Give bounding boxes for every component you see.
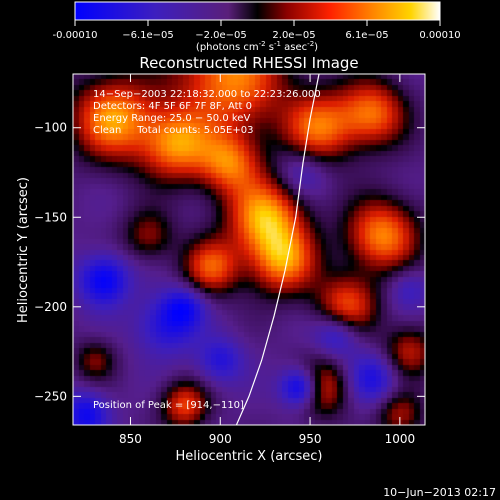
colorbar-tick-label: −2.0e−05 bbox=[195, 30, 247, 41]
y-tick-label: −250 bbox=[34, 389, 67, 403]
info-energy-range: Energy Range: 25.0 − 50.0 keV bbox=[93, 113, 250, 124]
colorbar bbox=[74, 1, 441, 21]
y-tick-label: −200 bbox=[34, 300, 67, 314]
peak-position-label: Position of Peak = [914,−110] bbox=[93, 400, 244, 411]
y-tick-label: −100 bbox=[34, 121, 67, 135]
observation-info: 14−Sep−2003 22:18:32.000 to 22:23:26.000… bbox=[93, 89, 321, 136]
info-detectors: Detectors: 4F 5F 6F 7F 8F, Att 0 bbox=[93, 101, 252, 112]
info-clean-counts: Clean Total counts: 5.05E+03 bbox=[93, 125, 253, 136]
x-axis-label: Heliocentric X (arcsec) bbox=[176, 449, 323, 464]
heatmap-image bbox=[73, 74, 425, 425]
y-axis-label: Heliocentric Y (arcsec) bbox=[16, 177, 31, 323]
colorbar-tick-label: 6.1e−05 bbox=[345, 30, 388, 41]
colorbar-tick-label: 2.0e−05 bbox=[272, 30, 315, 41]
colorbar-tick-labels: -0.00010 −6.1e−05 −2.0e−05 2.0e−05 6.1e−… bbox=[53, 30, 461, 41]
info-time-range: 14−Sep−2003 22:18:32.000 to 22:23:26.000 bbox=[93, 89, 321, 100]
colorbar-ticks bbox=[74, 20, 441, 26]
solar-limb-curve bbox=[235, 74, 320, 425]
x-tick-label: 1000 bbox=[385, 432, 416, 446]
colorbar-tick-label: −6.1e−05 bbox=[122, 30, 174, 41]
colorbar-tick-label: -0.00010 bbox=[53, 30, 98, 41]
chart-title: Reconstructed RHESSI Image bbox=[139, 54, 358, 72]
x-tick-labels: 850 900 950 1000 bbox=[119, 432, 415, 446]
colorbar-tick-label: 0.00010 bbox=[419, 30, 460, 41]
y-tick-label: −150 bbox=[34, 210, 67, 224]
x-tick-label: 950 bbox=[299, 432, 322, 446]
axis-ticks bbox=[73, 74, 425, 425]
x-tick-label: 850 bbox=[119, 432, 142, 446]
x-tick-label: 900 bbox=[209, 432, 232, 446]
plot-frame bbox=[72, 73, 426, 426]
y-tick-labels: −100 −150 −200 −250 bbox=[34, 121, 67, 404]
colorbar-units: (photons cm-2 s-1 asec-2) bbox=[196, 40, 318, 53]
generation-timestamp: 10−Jun−2013 02:17 bbox=[383, 486, 496, 499]
